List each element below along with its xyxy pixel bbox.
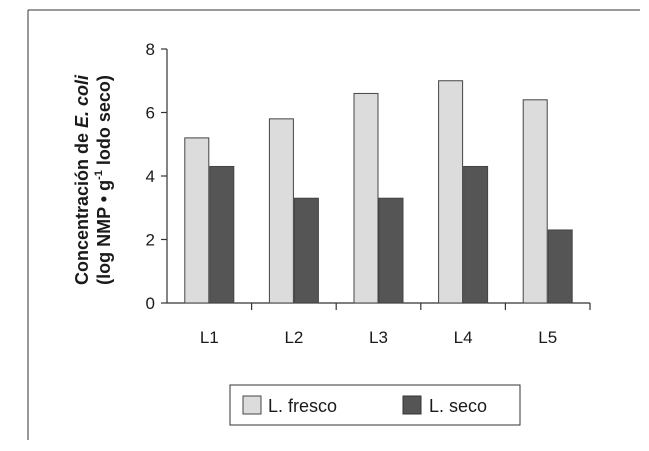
y-tick-label: 4 (146, 167, 155, 186)
y-tick-label: 0 (146, 294, 155, 313)
bar-l-fresco-l5 (522, 99, 548, 304)
legend-swatch-l-fresco (242, 395, 262, 415)
x-tick-label: L5 (538, 328, 557, 347)
legend: L. fresco L. seco (229, 384, 521, 426)
y-axis-title: Concentración de E. coli (log NMP • g-1 … (72, 74, 114, 285)
bar-l-seco-l4 (463, 165, 489, 304)
bar-l-fresco-l3 (353, 92, 379, 304)
x-tick-label: L3 (369, 328, 388, 347)
x-tick-label: L1 (200, 328, 219, 347)
bar-l-fresco-l2 (268, 118, 294, 304)
legend-swatch-l-seco (402, 395, 422, 415)
y-axis-title-line2: (log NMP • g-1 lodo seco) (93, 75, 114, 285)
x-tick-label: L4 (454, 328, 473, 347)
bar-l-seco-l3 (378, 197, 404, 304)
y-tick-label: 2 (146, 231, 155, 250)
axes: 0 2 4 6 8 L1 L2 L3 L4 L5 (146, 40, 591, 347)
bar-l-seco-l2 (293, 197, 319, 304)
y-tick-label: 6 (146, 104, 155, 123)
legend-label-l-seco: L. seco (429, 396, 487, 416)
legend-box (229, 384, 521, 426)
y-axis-title-line1: Concentración de E. coli (72, 74, 92, 285)
bar-l-fresco-l4 (438, 80, 464, 304)
legend-label-l-fresco: L. fresco (268, 396, 337, 416)
y-tick-label: 8 (146, 40, 155, 59)
bar-l-fresco-l1 (184, 137, 210, 304)
bars (184, 80, 573, 304)
bar-l-seco-l5 (547, 229, 573, 304)
bar-l-seco-l1 (209, 165, 235, 304)
x-tick-label: L2 (284, 328, 303, 347)
